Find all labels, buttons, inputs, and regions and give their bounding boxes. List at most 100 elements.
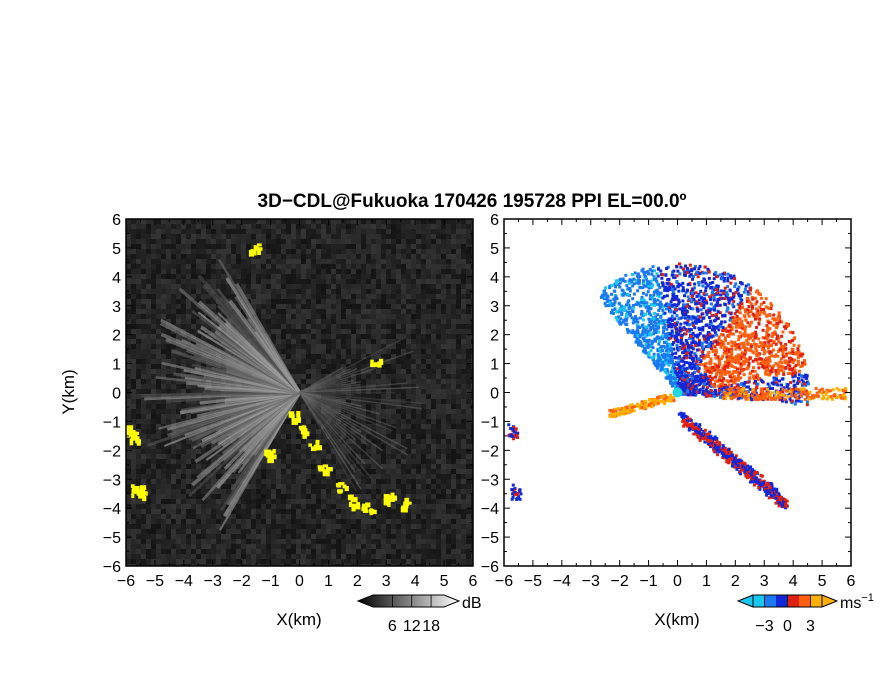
reflectivity-pixel	[156, 349, 161, 354]
reflectivity-pixel	[451, 529, 456, 534]
reflectivity-pixel	[416, 494, 421, 499]
reflectivity-pixel	[161, 444, 166, 449]
reflectivity-pixel	[231, 524, 236, 529]
reflectivity-pixel	[226, 479, 231, 484]
reflectivity-pixel	[186, 239, 191, 244]
reflectivity-pixel	[351, 374, 356, 379]
reflectivity-pixel	[286, 489, 291, 494]
reflectivity-pixel	[316, 334, 321, 339]
reflectivity-pixel	[161, 359, 166, 364]
reflectivity-pixel	[151, 269, 156, 274]
reflectivity-pixel	[176, 274, 181, 279]
reflectivity-pixel	[136, 469, 141, 474]
reflectivity-pixel	[311, 419, 316, 424]
reflectivity-pixel	[126, 524, 131, 529]
reflectivity-pixel	[226, 459, 231, 464]
reflectivity-pixel	[316, 219, 321, 224]
reflectivity-pixel	[146, 379, 151, 384]
reflectivity-pixel	[241, 524, 246, 529]
reflectivity-pixel	[326, 224, 331, 229]
reflectivity-pixel	[256, 239, 261, 244]
reflectivity-pixel	[471, 564, 473, 566]
reflectivity-pixel	[341, 469, 346, 474]
reflectivity-pixel	[426, 359, 431, 364]
reflectivity-pixel	[376, 554, 381, 559]
reflectivity-pixel	[331, 234, 336, 239]
reflectivity-pixel	[141, 254, 146, 259]
reflectivity-pixel	[361, 479, 366, 484]
reflectivity-pixel	[306, 374, 311, 379]
reflectivity-pixel	[261, 234, 266, 239]
reflectivity-pixel	[266, 514, 271, 519]
reflectivity-pixel	[471, 224, 473, 229]
reflectivity-pixel	[161, 379, 166, 384]
reflectivity-pixel	[276, 234, 281, 239]
reflectivity-pixel	[406, 514, 411, 519]
reflectivity-pixel	[411, 284, 416, 289]
reflectivity-pixel	[326, 464, 331, 469]
reflectivity-pixel	[296, 374, 301, 379]
reflectivity-pixel	[136, 564, 141, 566]
reflectivity-pixel	[456, 299, 461, 304]
reflectivity-pixel	[186, 309, 191, 314]
reflectivity-pixel	[201, 489, 206, 494]
reflectivity-pixel	[156, 444, 161, 449]
reflectivity-pixel	[371, 229, 376, 234]
reflectivity-pixel	[171, 384, 176, 389]
reflectivity-pixel	[246, 294, 251, 299]
reflectivity-pixel	[206, 544, 211, 549]
reflectivity-pixel	[126, 514, 131, 519]
reflectivity-pixel	[316, 409, 321, 414]
reflectivity-pixel	[281, 284, 286, 289]
reflectivity-pixel	[356, 304, 361, 309]
reflectivity-pixel	[401, 549, 406, 554]
reflectivity-pixel	[396, 424, 401, 429]
reflectivity-pixel	[171, 464, 176, 469]
reflectivity-pixel	[171, 354, 176, 359]
reflectivity-pixel	[216, 239, 221, 244]
reflectivity-pixel	[346, 319, 351, 324]
reflectivity-pixel	[221, 519, 226, 524]
reflectivity-pixel	[221, 469, 226, 474]
reflectivity-pixel	[441, 424, 446, 429]
reflectivity-pixel	[441, 419, 446, 424]
reflectivity-pixel	[396, 279, 401, 284]
reflectivity-pixel	[231, 254, 236, 259]
reflectivity-pixel	[396, 334, 401, 339]
reflectivity-pixel	[441, 524, 446, 529]
reflectivity-pixel	[166, 279, 171, 284]
reflectivity-pixel	[351, 319, 356, 324]
reflectivity-pixel	[396, 439, 401, 444]
reflectivity-pixel	[356, 524, 361, 529]
reflectivity-pixel	[271, 249, 276, 254]
reflectivity-pixel	[446, 414, 451, 419]
reflectivity-pixel	[316, 549, 321, 554]
reflectivity-pixel	[296, 449, 301, 454]
reflectivity-pixel	[291, 294, 296, 299]
reflectivity-pixel	[321, 359, 326, 364]
reflectivity-pixel	[306, 244, 311, 249]
reflectivity-pixel	[396, 479, 401, 484]
reflectivity-pixel	[131, 364, 136, 369]
reflectivity-pixel	[151, 244, 156, 249]
reflectivity-pixel	[161, 254, 166, 259]
reflectivity-pixel	[331, 364, 336, 369]
reflectivity-pixel	[331, 429, 336, 434]
reflectivity-pixel	[376, 274, 381, 279]
reflectivity-pixel	[156, 234, 161, 239]
reflectivity-pixel	[181, 489, 186, 494]
reflectivity-pixel	[296, 279, 301, 284]
reflectivity-pixel	[336, 234, 341, 239]
reflectivity-pixel	[326, 489, 331, 494]
reflectivity-pixel	[431, 534, 436, 539]
reflectivity-pixel	[301, 449, 306, 454]
reflectivity-pixel	[346, 379, 351, 384]
reflectivity-pixel	[446, 369, 451, 374]
reflectivity-pixel	[356, 544, 361, 549]
reflectivity-pixel	[361, 564, 366, 566]
reflectivity-pixel	[441, 459, 446, 464]
reflectivity-pixel	[366, 314, 371, 319]
reflectivity-pixel	[461, 274, 466, 279]
reflectivity-pixel	[161, 529, 166, 534]
reflectivity-pixel	[126, 394, 131, 399]
